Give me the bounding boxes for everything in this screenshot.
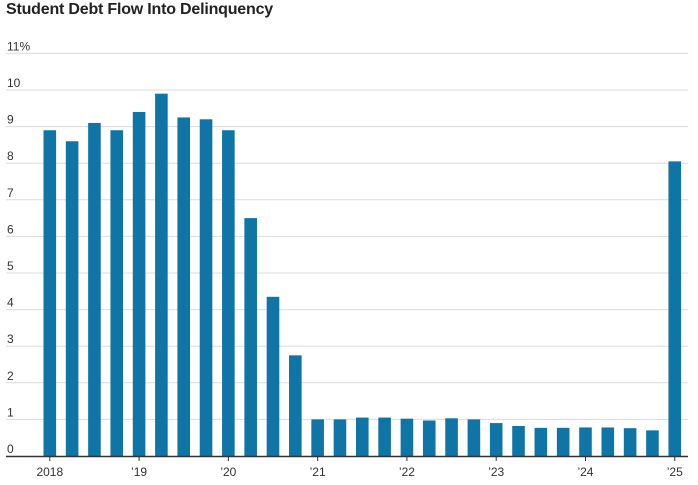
bar — [422, 420, 436, 456]
bar — [534, 427, 548, 456]
gridlines — [6, 52, 688, 420]
x-tick-label: ’25 — [667, 465, 683, 479]
bar — [289, 355, 302, 456]
x-tick-label: ’22 — [399, 465, 415, 479]
x-tick-label: ’20 — [220, 465, 236, 479]
bar — [579, 427, 592, 456]
y-tick-label: 4 — [7, 296, 14, 310]
bar — [43, 130, 57, 456]
bar — [355, 417, 369, 456]
bar — [445, 418, 458, 456]
bar — [244, 218, 257, 456]
bar — [378, 417, 391, 456]
x-axis-ticks: 2018 ’19 ’20 ’21 ’22 ’23 ’24 ’25 — [36, 456, 683, 479]
bar — [65, 141, 79, 457]
y-tick-label: 2 — [7, 369, 14, 383]
bar — [88, 122, 101, 456]
y-tick-label: 10 — [7, 76, 21, 90]
bar — [311, 419, 324, 456]
bar — [668, 161, 682, 456]
y-tick-label: 3 — [7, 332, 14, 346]
bar — [266, 296, 280, 456]
bar — [177, 117, 191, 456]
y-tick-label: 8 — [7, 149, 14, 163]
bar — [623, 428, 637, 456]
bar — [110, 130, 124, 456]
y-tick-label: 7 — [7, 186, 14, 200]
bar — [601, 427, 615, 456]
bar — [512, 425, 525, 456]
bar — [646, 430, 659, 456]
bar — [155, 93, 168, 456]
x-tick-label: ’24 — [577, 465, 593, 479]
x-tick-label: 2018 — [36, 465, 63, 479]
x-tick-label: ’19 — [131, 465, 147, 479]
chart-title: Student Debt Flow Into Delinquency — [6, 1, 273, 18]
bar — [400, 418, 414, 456]
bars — [43, 93, 682, 457]
y-tick-label: 1 — [7, 405, 14, 419]
y-tick-label: 5 — [7, 259, 14, 273]
x-tick-label: ’23 — [488, 465, 504, 479]
bar — [556, 427, 570, 456]
bar — [222, 130, 235, 456]
y-tick-label: 11% — [7, 39, 30, 53]
bar — [489, 423, 503, 456]
y-tick-label: 9 — [7, 113, 14, 127]
y-axis-labels: 0 1 2 3 4 5 6 7 8 9 10 11% — [7, 39, 30, 456]
y-tick-label: 6 — [7, 222, 14, 236]
bar — [199, 119, 213, 456]
bar — [132, 111, 146, 457]
x-tick-label: ’21 — [310, 465, 326, 479]
bar — [467, 419, 481, 456]
y-tick-label: 0 — [7, 442, 14, 456]
bar — [333, 419, 347, 456]
